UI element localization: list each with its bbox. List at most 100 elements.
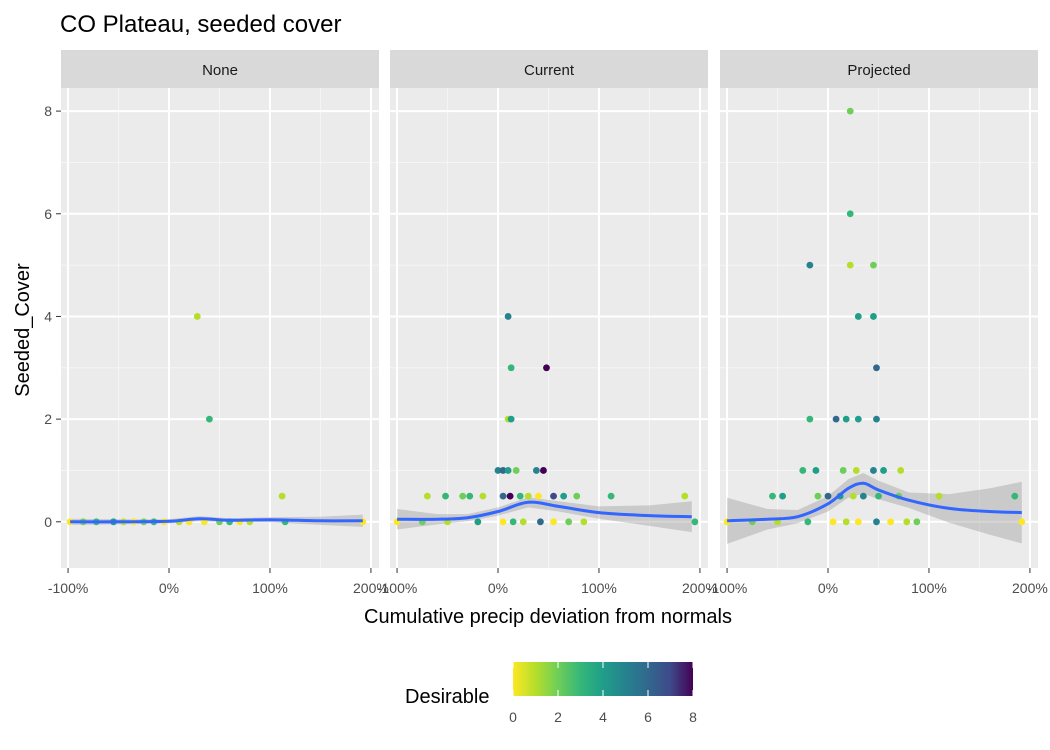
data-point — [479, 492, 487, 500]
data-point — [1011, 492, 1019, 500]
smooth-line — [70, 517, 363, 524]
x-tick-label: -100% — [707, 580, 747, 596]
data-point — [814, 492, 822, 500]
data-point — [854, 518, 862, 526]
data-point — [691, 518, 699, 526]
data-point — [842, 518, 850, 526]
data-point — [573, 492, 581, 500]
facet-panel-projected: Projected -100% 0% 100% 200% — [707, 50, 1048, 596]
data-point — [903, 518, 911, 526]
colorbar-tick-label: 8 — [689, 709, 697, 725]
data-point — [846, 210, 854, 218]
data-point — [474, 518, 482, 526]
data-point — [887, 518, 895, 526]
panel-background — [720, 88, 1038, 568]
data-point — [507, 415, 515, 423]
data-point — [442, 492, 449, 500]
legend-title: Desirable — [405, 686, 489, 708]
data-point — [779, 492, 786, 500]
data-point — [806, 261, 814, 269]
data-point — [854, 415, 862, 423]
data-point — [466, 492, 474, 500]
data-point — [870, 261, 877, 269]
facet-strip-label: Projected — [847, 62, 910, 79]
x-tick-label: 0% — [159, 580, 179, 596]
data-point — [824, 492, 832, 500]
data-point — [875, 492, 882, 500]
x-tick-label: -100% — [48, 580, 88, 596]
data-point — [193, 313, 201, 320]
facet-panel-none: None -100% 0% 100% 200% — [48, 50, 389, 596]
y-tick-label: 0 — [44, 514, 52, 530]
panel-background — [61, 88, 379, 568]
data-point — [519, 518, 527, 526]
data-point — [681, 492, 689, 500]
data-point — [806, 415, 814, 423]
panel-background — [390, 88, 708, 568]
x-axis-title: Cumulative precip deviation from normals — [364, 606, 732, 628]
facet-strip — [390, 50, 708, 88]
data-point — [873, 364, 880, 372]
data-point — [842, 415, 850, 423]
data-point — [913, 518, 921, 526]
data-point — [897, 467, 905, 474]
data-point — [532, 467, 540, 474]
data-point — [550, 492, 557, 500]
data-point — [829, 518, 837, 526]
data-point — [507, 364, 515, 372]
data-point — [206, 415, 213, 423]
data-point — [1018, 518, 1026, 526]
facet-strip-label: Current — [524, 62, 575, 79]
colorbar-ticks: 0 2 4 6 8 — [509, 662, 697, 725]
data-point — [846, 107, 854, 115]
facet-panel-current: Current -100% 0% 100% 200% — [377, 50, 718, 596]
data-point — [278, 492, 286, 500]
colorbar-tick-label: 6 — [644, 709, 652, 725]
facet-strip — [61, 50, 379, 88]
facet-strip-label: None — [202, 62, 238, 79]
smooth-line — [727, 481, 1022, 523]
data-point — [846, 261, 854, 269]
data-point — [565, 518, 573, 526]
y-axis-title: Seeded_Cover — [12, 263, 34, 397]
colorbar-tick-label: 0 — [509, 709, 517, 725]
data-point — [804, 518, 812, 526]
x-tick-label: 100% — [911, 580, 947, 596]
data-point — [550, 518, 557, 526]
data-point — [423, 492, 431, 500]
data-point — [852, 467, 860, 474]
data-point — [812, 467, 820, 474]
data-point — [873, 518, 880, 526]
data-point — [832, 415, 840, 423]
y-tick-label: 2 — [44, 411, 52, 427]
x-tick-label: 200% — [353, 580, 389, 596]
data-point — [540, 467, 547, 474]
data-point — [870, 467, 877, 474]
data-point — [499, 467, 507, 474]
data-point — [537, 518, 544, 526]
data-point — [854, 313, 862, 320]
x-tick-label: 0% — [488, 580, 508, 596]
chart-title: CO Plateau, seeded cover — [60, 11, 342, 38]
data-point — [859, 492, 867, 500]
y-tick-label: 8 — [44, 103, 52, 119]
data-point — [459, 492, 467, 500]
y-tick-label: 6 — [44, 206, 52, 222]
data-point — [849, 492, 857, 500]
data-point — [607, 492, 615, 500]
data-point — [543, 364, 550, 372]
color-legend: Desirable 0 2 4 6 8 — [405, 662, 697, 725]
facet-strip — [720, 50, 1038, 88]
data-point — [506, 492, 514, 500]
x-tick-label: 0% — [818, 580, 838, 596]
colorbar-tick-label: 4 — [599, 709, 607, 725]
data-point — [509, 518, 517, 526]
x-tick-label: -100% — [377, 580, 417, 596]
x-tick-label: 100% — [252, 580, 288, 596]
data-point — [512, 467, 520, 474]
data-point — [524, 492, 532, 500]
data-point — [516, 492, 524, 500]
y-tick-label: 4 — [44, 308, 52, 324]
data-point — [66, 518, 74, 526]
